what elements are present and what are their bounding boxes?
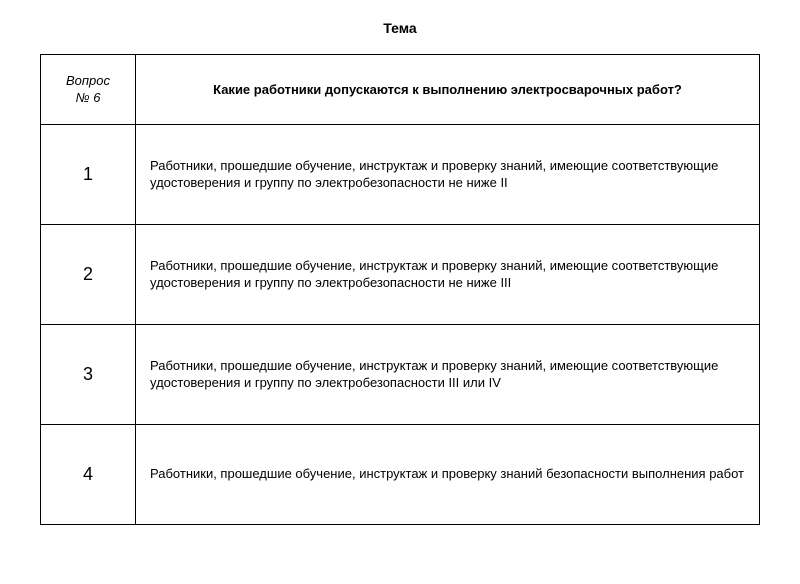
answer-number: 2 bbox=[41, 225, 136, 325]
table-row: 4 Работники, прошедшие обучение, инструк… bbox=[41, 425, 760, 525]
answer-text: Работники, прошедшие обучение, инструкта… bbox=[136, 325, 760, 425]
answer-text: Работники, прошедшие обучение, инструкта… bbox=[136, 225, 760, 325]
answer-number: 3 bbox=[41, 325, 136, 425]
page-title: Тема bbox=[40, 20, 760, 36]
table-row: 3 Работники, прошедшие обучение, инструк… bbox=[41, 325, 760, 425]
table-row: 1 Работники, прошедшие обучение, инструк… bbox=[41, 125, 760, 225]
question-label-line2: № 6 bbox=[76, 90, 101, 105]
answer-text: Работники, прошедшие обучение, инструкта… bbox=[136, 425, 760, 525]
table-header-row: Вопрос № 6 Какие работники допускаются к… bbox=[41, 55, 760, 125]
table-row: 2 Работники, прошедшие обучение, инструк… bbox=[41, 225, 760, 325]
answer-number: 1 bbox=[41, 125, 136, 225]
question-table: Вопрос № 6 Какие работники допускаются к… bbox=[40, 54, 760, 525]
question-text-cell: Какие работники допускаются к выполнению… bbox=[136, 55, 760, 125]
answer-number: 4 bbox=[41, 425, 136, 525]
answer-text: Работники, прошедшие обучение, инструкта… bbox=[136, 125, 760, 225]
question-label-cell: Вопрос № 6 bbox=[41, 55, 136, 125]
question-label-line1: Вопрос bbox=[66, 73, 110, 88]
